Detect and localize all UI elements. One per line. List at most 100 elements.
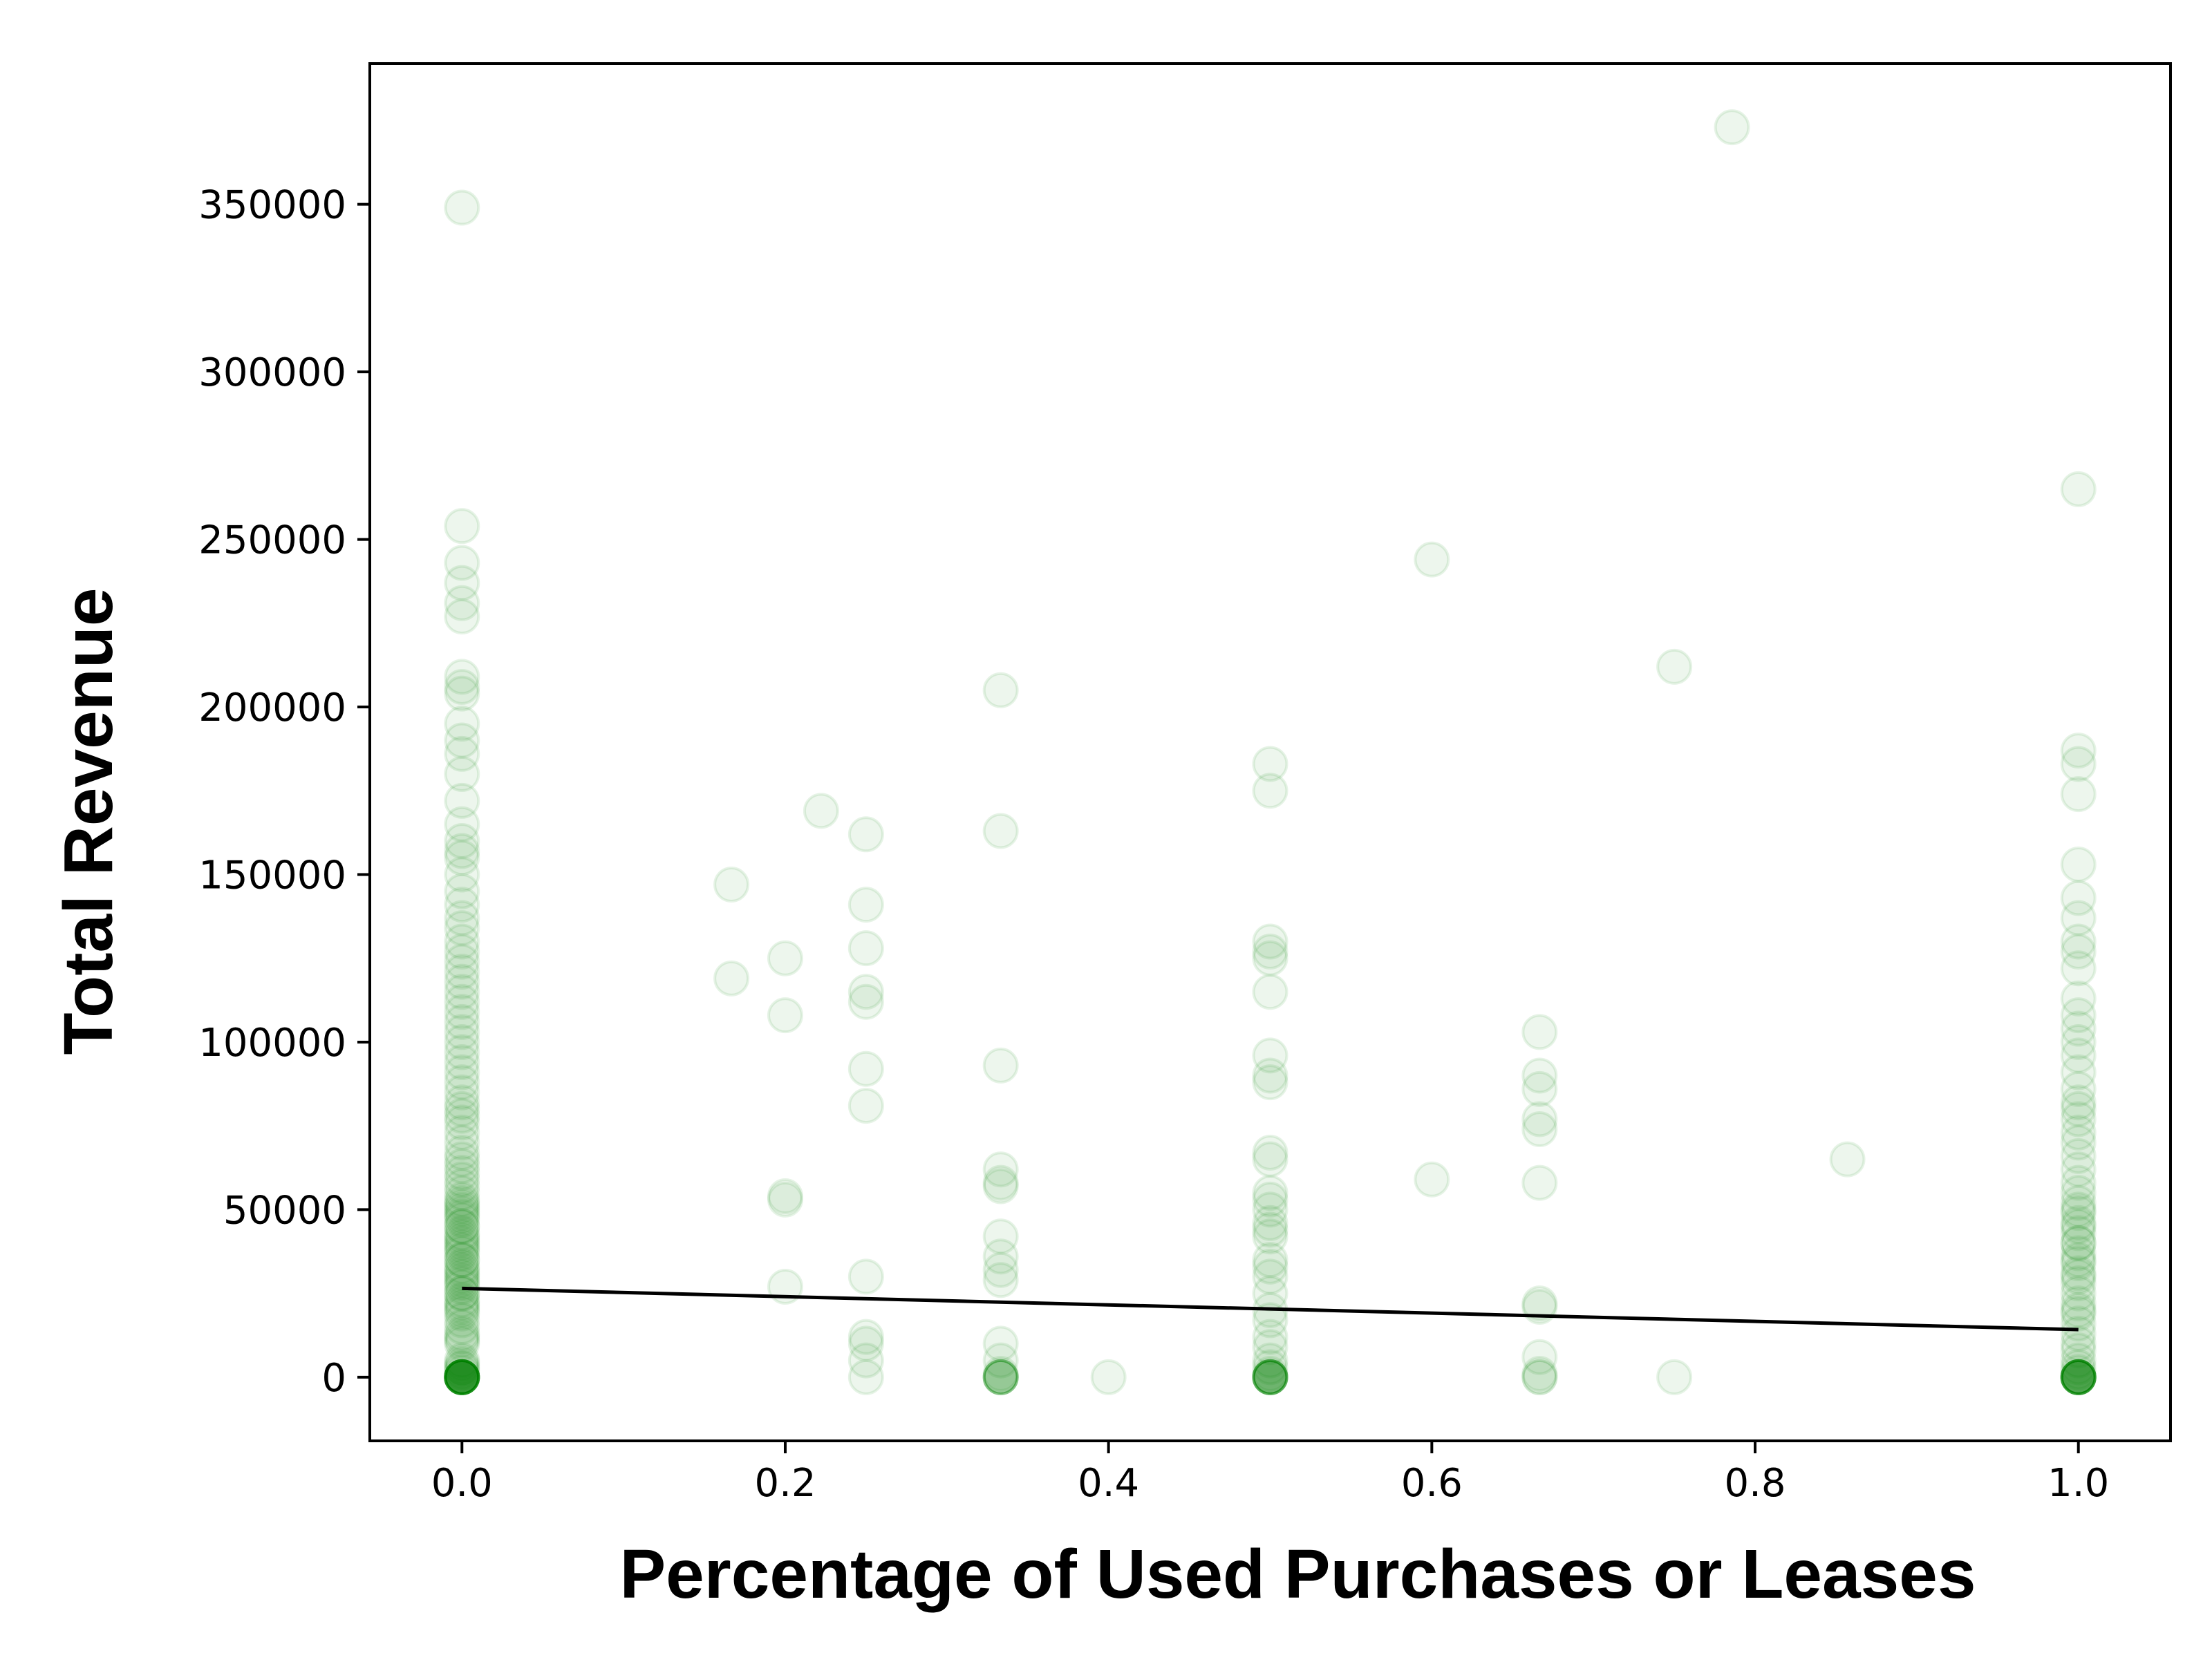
scatter-point [444,585,480,621]
scatter-point [444,1034,480,1070]
scatter-point [444,1295,480,1332]
scatter-point [1252,1359,1288,1395]
scatter-point [847,930,884,967]
scatter-point [2060,1354,2097,1390]
scatter-point [1252,1359,1288,1395]
scatter-point [444,1215,480,1252]
scatter-point [2060,880,2097,916]
scatter-point [1252,1037,1288,1074]
scatter-point [2060,1215,2097,1252]
scatter-point [2060,1225,2097,1261]
scatter-point [444,1359,480,1395]
scatter-point [444,954,480,990]
plot-frame [368,62,2172,1442]
scatter-point [444,1359,480,1395]
scatter-point [444,189,480,226]
scatter-point [444,1231,480,1268]
scatter-point [444,994,480,1030]
scatter-point [2060,1114,2097,1151]
scatter-point [444,1342,480,1379]
scatter-point [444,545,480,581]
scatter-point [767,1178,803,1215]
scatter-point [2060,1235,2097,1272]
scatter-point [444,1322,480,1359]
scatter-point [2060,1175,2097,1211]
scatter-point [1252,1359,1288,1395]
scatter-point [1521,1070,1558,1107]
scatter-point [444,1084,480,1121]
scatter-point [444,1218,480,1255]
scatter-point [2060,1023,2097,1060]
scatter-point [1252,1349,1288,1386]
scatter-point [2060,1349,2097,1386]
scatter-point [2060,1359,2097,1395]
scatter-point [2060,846,2097,882]
scatter-point [2060,1101,2097,1137]
scatter-point [444,1359,480,1395]
scatter-point [847,1325,884,1362]
scatter-point [444,1090,480,1127]
scatter-point [1252,1302,1288,1339]
scatter-point [444,565,480,601]
scatter-point [2060,1292,2097,1328]
scatter-point [1521,1164,1558,1201]
scatter-point [767,940,803,976]
scatter-point [444,1359,480,1395]
scatter-point [444,1359,480,1395]
scatter-point [982,1342,1019,1379]
scatter-point [1252,1191,1288,1228]
scatter-point [2060,746,2097,782]
scatter-point [1521,1014,1558,1050]
scatter-point [1252,746,1288,782]
scatter-point [444,1161,480,1198]
scatter-point [444,943,480,980]
scatter-point [982,1359,1019,1395]
scatter-point [444,735,480,772]
scatter-point [1252,1218,1288,1255]
scatter-point [444,1054,480,1090]
scatter-point [444,1155,480,1191]
y-tick-label: 0 [321,1356,346,1401]
x-axis-label: Percentage of Used Purchases or Leases [619,1536,1976,1613]
scatter-point [444,1104,480,1141]
scatter-point [982,1168,1019,1205]
scatter-point [444,1252,480,1288]
scatter-point [847,887,884,923]
scatter-point [1521,1356,1558,1392]
scatter-point [444,1168,480,1205]
scatter-point [2060,1184,2097,1221]
scatter-point [1252,1134,1288,1171]
scatter-point [444,1359,480,1395]
scatter-point [1252,1359,1288,1395]
scatter-point [444,1359,480,1395]
scatter-point [2060,1070,2097,1107]
scatter-point [444,1309,480,1345]
scatter-point [444,1315,480,1352]
x-tick-label: 0.4 [1078,1461,1139,1506]
scatter-point [444,782,480,819]
scatter-point [444,1325,480,1362]
x-tick-label: 1.0 [2047,1461,2109,1506]
scatter-point [1414,541,1450,578]
scatter-point [2060,1255,2097,1292]
scatter-point [2060,1285,2097,1322]
scatter-point [2060,1037,2097,1074]
scatter-point [2060,1359,2097,1395]
scatter-point [2060,1124,2097,1161]
scatter-point [444,1359,480,1395]
scatter-point [444,1359,480,1395]
scatter-point [847,816,884,853]
scatter-point [1252,1359,1288,1395]
x-tick-label: 0.8 [1724,1461,1785,1506]
scatter-point [444,1074,480,1111]
scatter-point [2060,1325,2097,1362]
scatter-point [1252,1175,1288,1211]
scatter-point [2060,1205,2097,1241]
scatter-point [982,1164,1019,1201]
scatter-point [1252,1342,1288,1379]
scatter-point [444,1175,480,1211]
scatter-point [1252,940,1288,976]
scatter-point [444,1141,480,1178]
scatter-point [2060,1359,2097,1395]
scatter-point [444,1292,480,1328]
